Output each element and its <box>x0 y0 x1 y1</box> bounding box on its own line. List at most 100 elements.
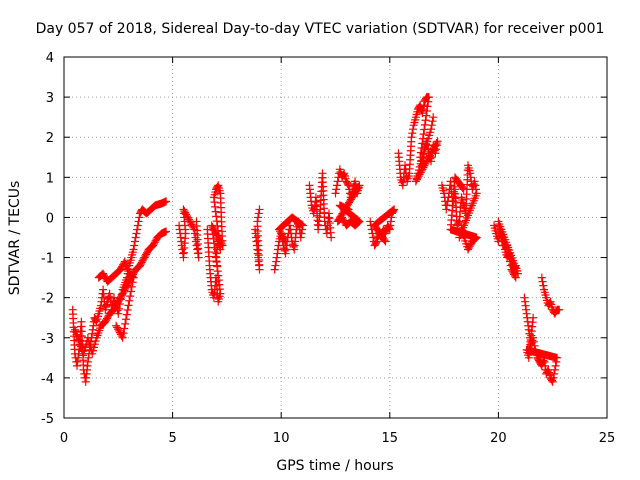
data-point <box>214 233 223 242</box>
data-point <box>216 238 225 247</box>
data-point <box>419 130 428 139</box>
data-point <box>278 232 287 241</box>
data-point <box>422 106 431 115</box>
data-point <box>162 227 171 236</box>
data-point <box>505 257 514 266</box>
data-point <box>213 182 222 191</box>
data-point <box>407 133 416 142</box>
data-point <box>428 117 437 126</box>
data-point <box>254 213 263 222</box>
data-point <box>215 236 224 245</box>
data-point <box>211 252 220 261</box>
data-point <box>118 333 127 342</box>
data-point <box>494 217 503 226</box>
data-point <box>131 233 140 242</box>
data-point <box>134 217 143 226</box>
data-point <box>162 197 171 206</box>
data-point <box>124 301 133 310</box>
data-point <box>550 369 559 378</box>
data-point <box>117 332 126 341</box>
y-tick-label: 0 <box>46 211 54 226</box>
data-point <box>332 181 341 190</box>
data-point <box>504 249 513 258</box>
data-point <box>128 278 137 287</box>
data-point <box>185 217 194 226</box>
data-point <box>351 177 360 186</box>
data-point <box>419 105 428 114</box>
data-point <box>182 210 191 219</box>
data-point <box>125 296 134 305</box>
data-point <box>426 149 435 158</box>
data-point <box>458 184 467 193</box>
data-point <box>344 181 353 190</box>
data-point <box>270 265 279 274</box>
data-point <box>425 152 434 161</box>
y-tick-label: -3 <box>41 332 54 347</box>
data-point <box>555 305 564 314</box>
data-point <box>208 230 217 239</box>
data-point <box>333 177 342 186</box>
data-point <box>339 170 348 179</box>
y-tick-label: -5 <box>41 412 54 427</box>
data-point <box>126 287 135 296</box>
data-point <box>429 113 438 122</box>
data-point <box>419 101 428 110</box>
data-point <box>112 321 121 330</box>
data-point <box>127 282 136 291</box>
data-point <box>433 137 442 146</box>
data-point <box>207 221 216 230</box>
data-point <box>369 233 378 242</box>
data-point <box>427 121 436 130</box>
data-point <box>427 147 436 156</box>
data-point <box>408 125 417 134</box>
data-point <box>254 209 263 218</box>
x-axis-label: GPS time / hours <box>276 458 393 474</box>
data-point <box>344 205 353 214</box>
data-point <box>183 213 192 222</box>
data-point <box>113 325 122 334</box>
data-point <box>126 292 135 301</box>
data-point <box>459 185 468 194</box>
data-point <box>113 323 122 332</box>
data-point <box>511 273 520 282</box>
data-point <box>91 316 100 325</box>
data-point <box>372 238 381 247</box>
y-tick-label: 4 <box>46 51 54 66</box>
x-tick-label: 10 <box>273 431 290 446</box>
data-point <box>503 245 512 254</box>
data-point <box>426 151 435 160</box>
data-point <box>427 125 436 134</box>
data-point <box>129 273 138 282</box>
data-point <box>130 241 139 250</box>
data-point <box>503 241 512 250</box>
data-point <box>179 205 188 214</box>
data-point <box>420 125 429 134</box>
data-point <box>543 367 552 376</box>
data-point <box>327 233 336 242</box>
data-point <box>470 177 479 186</box>
data-point <box>551 361 560 370</box>
data-point <box>210 243 219 252</box>
data-point <box>114 326 123 335</box>
data-point <box>505 253 514 262</box>
data-point <box>276 228 285 237</box>
data-point <box>408 129 417 138</box>
data-point <box>122 310 131 319</box>
data-point <box>420 120 429 129</box>
data-point <box>213 261 222 270</box>
x-tick-label: 25 <box>599 431 616 446</box>
data-point <box>272 257 281 266</box>
data-point <box>431 140 440 149</box>
y-tick-label: -4 <box>41 372 54 387</box>
grid <box>64 57 607 418</box>
y-tick-label: 3 <box>46 91 54 106</box>
data-point <box>331 189 340 198</box>
axis-ticks <box>63 56 608 419</box>
data-point <box>132 229 141 238</box>
data-point <box>424 154 433 163</box>
data-point <box>209 234 218 243</box>
data-point <box>537 273 546 282</box>
data-point <box>442 205 451 214</box>
x-tick-label: 0 <box>60 431 68 446</box>
